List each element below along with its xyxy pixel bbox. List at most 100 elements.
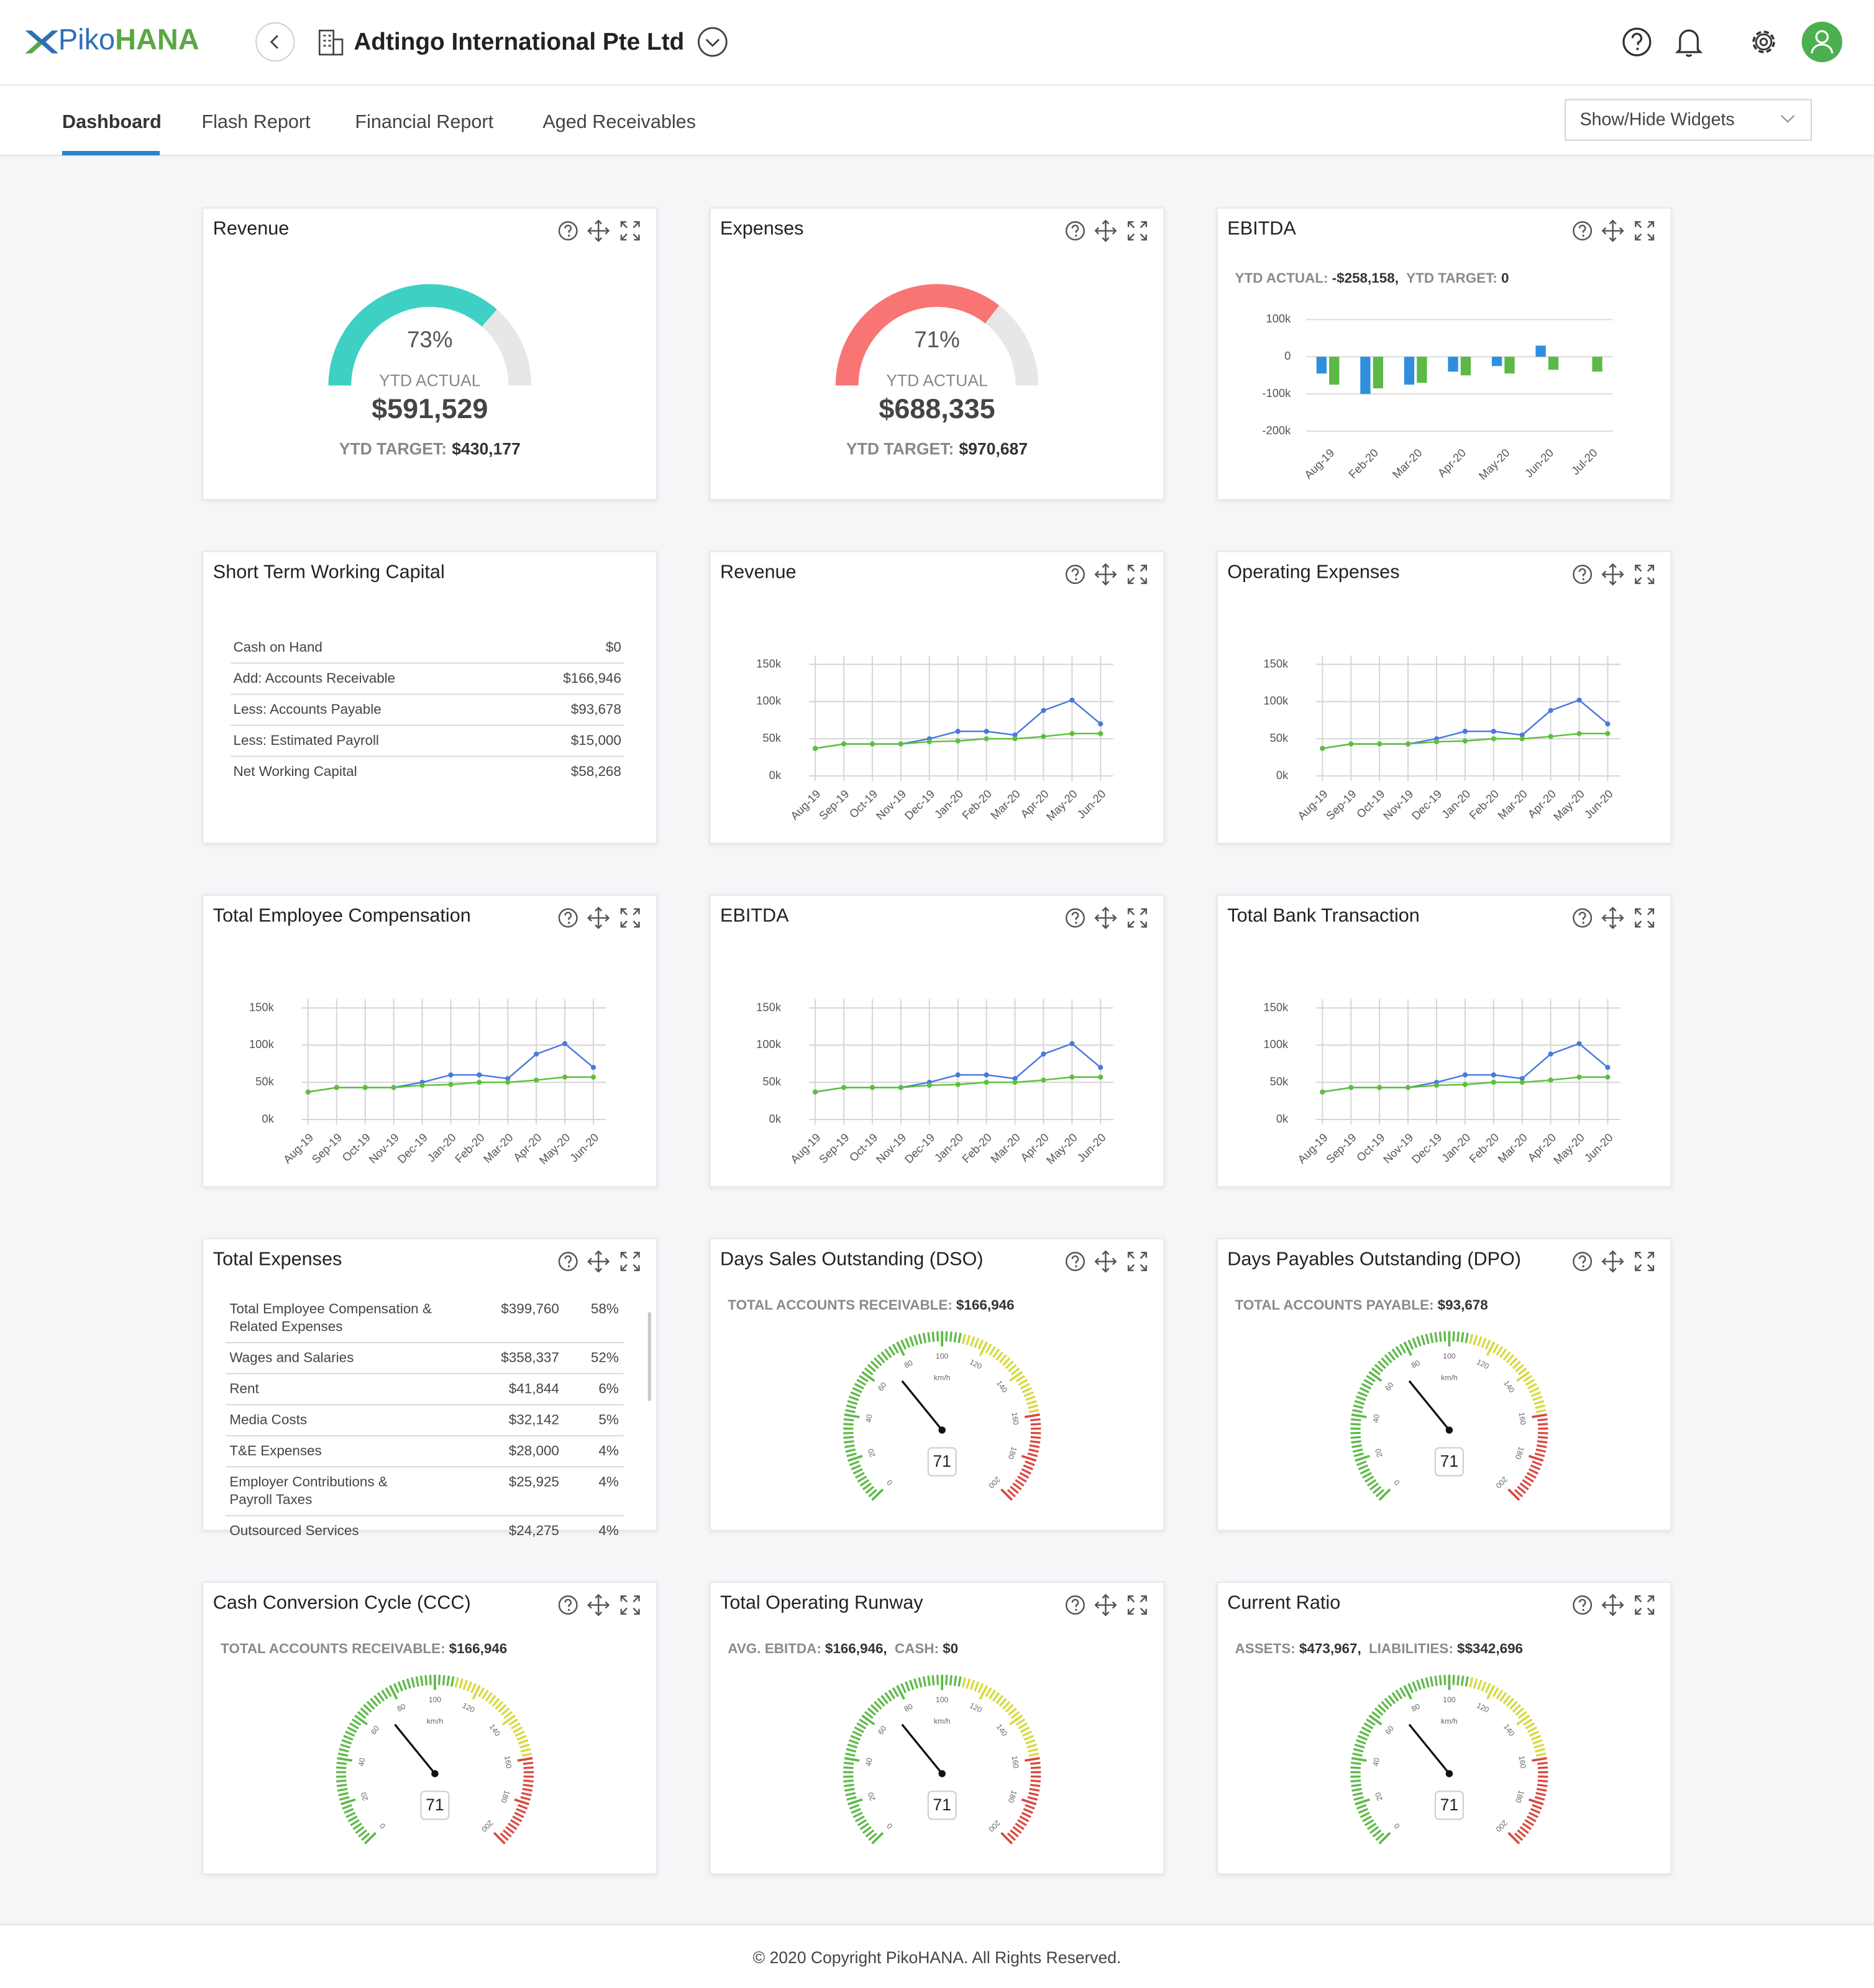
gauge-minor-tick — [845, 1792, 856, 1797]
gauge-minor-tick — [913, 1678, 918, 1689]
expand-icon[interactable] — [1635, 1595, 1655, 1615]
expand-icon[interactable] — [1635, 908, 1655, 928]
help-icon[interactable] — [1065, 221, 1085, 241]
gauge-minor-tick — [1353, 1748, 1364, 1753]
gauge-minor-tick — [1532, 1739, 1543, 1745]
help-icon[interactable] — [558, 908, 578, 928]
tab[interactable]: Financial Report — [355, 111, 493, 132]
tab-active[interactable]: Dashboard — [62, 111, 162, 132]
summary-value: $473,967, — [1299, 1641, 1361, 1656]
move-icon[interactable] — [1094, 1250, 1117, 1273]
row-label: Outsourced Services — [229, 1523, 359, 1538]
point — [1491, 729, 1496, 734]
gauge-minor-tick — [516, 1735, 527, 1741]
help-icon[interactable] — [1573, 1252, 1593, 1272]
expand-icon[interactable] — [620, 1252, 640, 1272]
help-icon[interactable] — [558, 221, 578, 241]
logo[interactable]: PikoHANA — [25, 24, 199, 56]
help-icon[interactable] — [558, 1595, 578, 1615]
move-glyph — [1094, 563, 1117, 586]
expand-icon[interactable] — [1127, 908, 1147, 928]
gear-hub — [1759, 37, 1768, 47]
tab[interactable]: Aged Receivables — [542, 111, 696, 132]
help-icon[interactable] — [1065, 565, 1085, 585]
help-icon[interactable] — [1065, 1252, 1085, 1272]
gauge-minor-tick — [1527, 1726, 1537, 1733]
move-icon[interactable] — [1094, 219, 1117, 242]
gauge-minor-tick — [1537, 1418, 1548, 1421]
help-icon[interactable] — [1573, 221, 1593, 241]
gauge-minor-tick — [462, 1679, 468, 1690]
bar — [1535, 345, 1546, 357]
gauge-minor-tick — [1366, 1375, 1376, 1382]
gauge-minor-tick — [510, 1819, 520, 1826]
gauge-minor-tick — [1528, 1812, 1539, 1818]
help-icon[interactable] — [1573, 1595, 1593, 1615]
move-icon[interactable] — [1094, 906, 1117, 929]
y-tick-label: 0k — [1276, 1112, 1289, 1125]
card-bg — [202, 207, 658, 501]
gauge-minor-tick — [1007, 1832, 1016, 1841]
gauge-minor-tick — [927, 1676, 931, 1686]
back-button[interactable] — [255, 22, 295, 62]
scrollbar[interactable] — [647, 1312, 651, 1402]
gauge-minor-tick — [373, 1695, 382, 1705]
move-icon[interactable] — [1601, 906, 1624, 929]
gauge-minor-tick — [1519, 1482, 1529, 1490]
help-glyph — [1071, 224, 1079, 233]
expand-icon[interactable] — [1127, 221, 1147, 241]
move-icon[interactable] — [587, 1594, 610, 1616]
move-icon[interactable] — [1601, 563, 1624, 586]
gauge-minor-tick — [868, 1489, 877, 1498]
expand-icon[interactable] — [1127, 1252, 1147, 1272]
gauge-minor-tick — [1015, 1375, 1026, 1382]
expand-icon[interactable] — [1635, 1252, 1655, 1272]
tab[interactable]: Flash Report — [201, 111, 311, 132]
gauge-major-tick — [472, 1685, 481, 1700]
gauge-minor-tick — [424, 1675, 428, 1685]
move-icon[interactable] — [1094, 563, 1117, 586]
widget-title: Cash Conversion Cycle (CCC) — [213, 1592, 471, 1613]
gauge-minor-tick — [846, 1452, 857, 1457]
help-icon[interactable] — [1573, 908, 1593, 928]
point — [1605, 731, 1611, 736]
user-avatar[interactable] — [1801, 21, 1842, 63]
bar — [1592, 357, 1602, 372]
y-tick-label: 100k — [756, 694, 782, 707]
help-dot — [1582, 1265, 1584, 1267]
help-icon[interactable] — [1573, 565, 1593, 585]
gauge-minor-tick — [1023, 1808, 1033, 1814]
expand-icon[interactable] — [1635, 565, 1655, 585]
gauge-minor-tick — [522, 1787, 533, 1792]
settings-button[interactable] — [1752, 30, 1775, 53]
help-icon[interactable] — [1065, 908, 1085, 928]
move-icon[interactable] — [1601, 219, 1624, 242]
gauge-minor-tick — [1030, 1761, 1041, 1765]
company-dropdown[interactable] — [697, 27, 728, 57]
help-icon[interactable] — [1065, 1595, 1085, 1615]
widgets-toggle[interactable]: Show/Hide Widgets — [1565, 99, 1812, 141]
help-button[interactable] — [1622, 27, 1652, 57]
move-icon[interactable] — [587, 219, 610, 242]
gauge-minor-tick — [1363, 1722, 1374, 1730]
help-icon[interactable] — [558, 1252, 578, 1272]
move-icon[interactable] — [587, 1250, 610, 1273]
move-icon[interactable] — [1601, 1594, 1624, 1616]
gauge-minor-tick — [848, 1395, 859, 1402]
point — [869, 741, 875, 747]
gauge-minor-tick — [857, 1475, 867, 1483]
move-icon[interactable] — [1601, 1250, 1624, 1273]
needle — [394, 1723, 437, 1777]
gauge-minor-tick — [1525, 1722, 1535, 1730]
gauge-minor-tick — [1371, 1711, 1381, 1719]
expand-icon[interactable] — [620, 908, 640, 928]
notifications-button[interactable] — [1675, 29, 1703, 57]
expand-icon[interactable] — [1635, 221, 1655, 241]
expand-icon[interactable] — [1127, 1595, 1147, 1615]
gauge-tick-label: 160 — [1010, 1411, 1020, 1426]
expand-icon[interactable] — [1127, 565, 1147, 585]
move-icon[interactable] — [587, 906, 610, 929]
move-icon[interactable] — [1094, 1594, 1117, 1616]
expand-icon[interactable] — [620, 221, 640, 241]
expand-icon[interactable] — [620, 1595, 640, 1615]
